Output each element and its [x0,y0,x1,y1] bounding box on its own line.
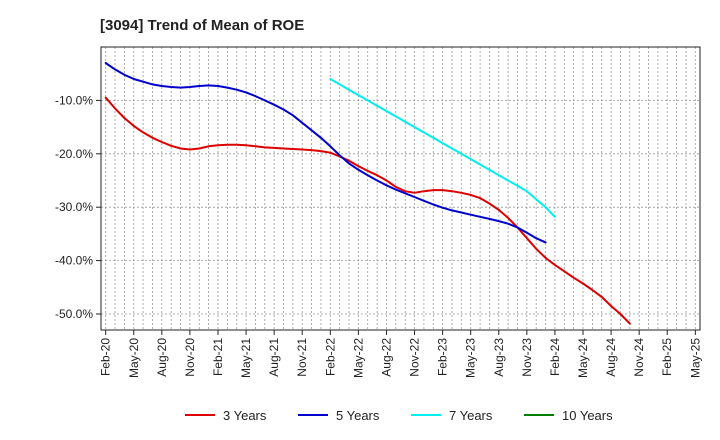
legend-label: 3 Years [223,408,267,423]
y-tick-label: -30.0% [55,200,93,214]
x-tick-label: Aug-20 [155,338,169,377]
x-tick-label: Feb-20 [99,338,113,376]
x-tick-label: May-21 [239,338,253,378]
series-line-5-years [104,62,547,244]
series-layer [104,62,631,325]
y-tick-label: -50.0% [55,307,93,321]
x-tick-label: May-25 [688,338,702,378]
x-tick-label: Feb-22 [323,338,337,376]
x-tick-label: Nov-24 [632,338,646,377]
y-tick-label: -10.0% [55,93,93,107]
x-tick-label: Aug-24 [604,338,618,377]
x-axis-ticks: Feb-20 May-20 Aug-20 Nov-20 Feb-21 May-21 Aug-… [99,330,702,378]
x-tick-label: Nov-20 [183,338,197,377]
y-tick-label: -40.0% [55,254,93,268]
legend: 3 Years 5 Years 7 Years 10 Years [185,408,613,423]
chart-title: [3094] Trend of Mean of ROE [100,17,304,34]
x-tick-label: Aug-22 [380,338,394,377]
x-tick-label: Nov-22 [408,338,422,377]
x-tick-label: Aug-21 [267,338,281,377]
legend-label: 10 Years [562,408,613,423]
legend-label: 5 Years [336,408,380,423]
x-tick-label: May-24 [576,338,590,378]
series-line-3-years [104,96,631,325]
x-tick-label: Feb-24 [548,338,562,376]
x-tick-label: Nov-23 [520,338,534,377]
y-tick-label: -20.0% [55,147,93,161]
x-tick-label: May-20 [127,338,141,378]
x-tick-label: Feb-23 [436,338,450,376]
legend-label: 7 Years [449,408,493,423]
x-tick-label: Feb-21 [211,338,225,376]
y-axis-ticks: -10.0% -20.0% -30.0% -40.0% -50.0% [55,93,101,321]
x-tick-label: May-23 [464,338,478,378]
x-tick-label: Aug-23 [492,338,506,377]
plot-border [100,46,701,331]
x-tick-label: May-22 [351,338,365,378]
series-line-7-years [329,78,556,218]
x-tick-label: Feb-25 [660,338,674,376]
x-tick-label: Nov-21 [295,338,309,377]
